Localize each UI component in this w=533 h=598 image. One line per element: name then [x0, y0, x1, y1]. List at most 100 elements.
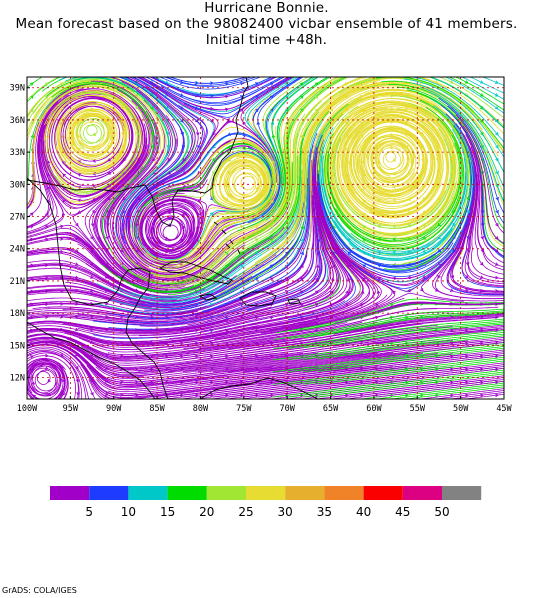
streamline-arrow	[420, 393, 424, 398]
streamline	[27, 100, 57, 218]
streamline-arrow	[435, 328, 439, 333]
streamline	[237, 77, 319, 232]
streamline	[287, 369, 504, 398]
streamline	[317, 373, 504, 398]
streamline-arrow	[437, 236, 442, 240]
streamline-arrow	[106, 132, 111, 136]
bahamas	[213, 221, 241, 255]
streamline-arrow	[390, 328, 394, 333]
title-line-1: Hurricane Bonnie.	[204, 0, 329, 16]
streamline-arrow	[92, 159, 96, 163]
streamline	[27, 325, 258, 344]
streamline-arrow	[105, 235, 109, 240]
lon-tick-label: 65W	[323, 404, 339, 414]
streamline-arrow	[407, 288, 411, 293]
streamline	[27, 267, 209, 303]
streamline	[129, 77, 219, 218]
streamline-arrow	[210, 81, 214, 85]
pacific-coast	[27, 321, 156, 399]
streamline-arrow	[92, 184, 97, 189]
streamline	[467, 165, 504, 283]
streamline	[440, 183, 504, 297]
streamline-arrow	[362, 277, 367, 282]
streamline	[273, 318, 504, 350]
streamline-arrow	[464, 288, 469, 293]
streamline-arrow	[196, 132, 200, 136]
streamline-arrow	[329, 82, 334, 86]
streamline	[27, 351, 79, 399]
streamline	[318, 323, 504, 348]
streamline	[163, 77, 257, 87]
streamline-arrow	[151, 144, 156, 149]
colorbar: 5 10 15 20 25 30 35 40 45 50	[50, 486, 482, 519]
streamline-arrow	[299, 277, 304, 281]
cuba	[158, 261, 233, 285]
streamline-arrow	[44, 366, 49, 370]
streamline-arrow	[224, 94, 229, 99]
streamline-arrow	[284, 290, 289, 294]
streamline	[288, 331, 504, 361]
streamline	[27, 348, 90, 399]
streamline-arrow	[407, 275, 411, 280]
streamline-arrow	[404, 106, 409, 111]
streamline	[332, 349, 504, 372]
streamline-arrow	[59, 82, 64, 86]
streamline-arrow	[29, 355, 34, 359]
streamline	[347, 338, 504, 359]
streamline-arrow	[495, 183, 499, 188]
streamline-arrow	[76, 392, 81, 396]
streamline-arrow	[465, 341, 469, 346]
streamline-arrow	[362, 173, 366, 178]
streamline-arrow	[422, 249, 427, 253]
streamline-arrow	[121, 132, 125, 136]
streamline	[451, 209, 504, 292]
streamline	[482, 77, 504, 86]
streamline-arrow	[494, 262, 499, 266]
streamline-arrow	[134, 93, 139, 97]
streamline	[302, 358, 504, 385]
streamline	[377, 354, 504, 372]
streamline-arrow	[329, 108, 334, 112]
streamline	[303, 311, 504, 338]
streamline-arrow	[434, 288, 439, 292]
streamline-arrow	[480, 367, 484, 372]
streamline-arrow	[465, 393, 469, 398]
axes: 39N 36N 33N 30N 27N 24N 21N 18N 15N 12N 100W 95W 90W…	[10, 84, 513, 414]
streamline	[160, 77, 285, 106]
streamline-arrow	[210, 380, 214, 385]
streamline-arrow	[406, 158, 411, 162]
streamline	[347, 364, 504, 385]
streamline	[411, 82, 504, 174]
streamline-arrow	[181, 225, 186, 229]
streamline	[444, 77, 504, 114]
streamline	[455, 77, 504, 105]
streamline-arrow	[32, 394, 37, 398]
streamline-arrow	[255, 212, 259, 216]
streamline-arrow	[239, 264, 244, 268]
streamlines	[27, 77, 504, 399]
streamline-arrow	[227, 145, 232, 149]
streamline-arrow	[60, 237, 64, 241]
streamline-arrow	[450, 367, 454, 372]
streamline-arrow	[255, 277, 259, 281]
streamline-arrow	[480, 380, 484, 385]
streamline-arrow	[495, 170, 499, 175]
streamline-arrow	[435, 393, 439, 398]
streamline-arrow	[195, 238, 199, 242]
streamline	[455, 114, 504, 234]
streamline-arrow	[74, 249, 79, 253]
colorbar-swatch	[402, 486, 442, 500]
streamline	[247, 77, 304, 224]
streamline-arrow	[46, 199, 51, 203]
streamline-arrow	[270, 186, 275, 190]
streamline-arrow	[300, 225, 305, 230]
streamline-arrow	[495, 275, 499, 280]
streamline-arrow	[392, 290, 396, 295]
streamline-arrow	[362, 264, 367, 268]
streamline	[418, 388, 504, 399]
lat-tick-label: 12N	[10, 374, 25, 384]
streamline-arrow	[300, 95, 304, 99]
streamline-arrow	[464, 275, 469, 279]
streamline	[448, 392, 504, 399]
